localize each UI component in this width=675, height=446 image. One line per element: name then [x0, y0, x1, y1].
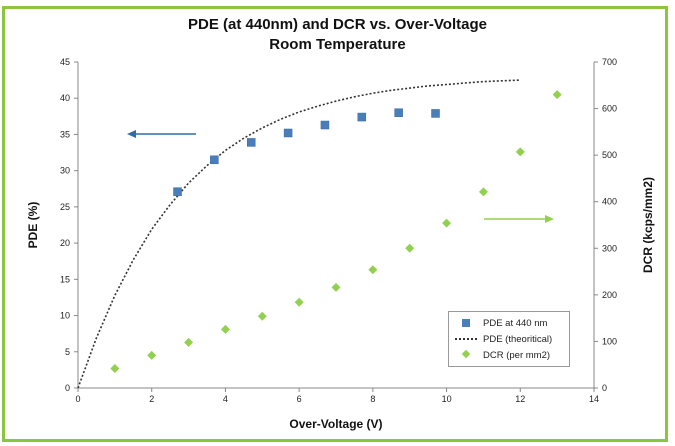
- x-tick-label: 10: [442, 394, 452, 404]
- x-axis-label: Over-Voltage (V): [289, 417, 382, 431]
- y-left-tick-label: 25: [60, 202, 70, 212]
- chart-subtitle: Room Temperature: [269, 36, 406, 53]
- pde-data-point: [320, 120, 330, 130]
- pde-data-point: [283, 128, 293, 138]
- y-left-tick-label: 10: [60, 311, 70, 321]
- legend-label-pde: PDE at 440 nm: [483, 317, 548, 329]
- x-tick-label: 12: [515, 394, 525, 404]
- pde-data-point: [173, 187, 182, 196]
- y-left-tick-label: 40: [60, 93, 70, 103]
- y-right-tick-label: 600: [602, 104, 617, 114]
- x-tick-label: 8: [370, 394, 375, 404]
- y-left-tick-label: 20: [60, 238, 70, 248]
- legend-item-theoretical: PDE (theoritical): [453, 332, 552, 346]
- pde-data-point: [357, 112, 367, 122]
- y-axis-right-label: DCR (kcps/mm2): [641, 177, 655, 273]
- series-pde-theoretical-line: [77, 79, 521, 389]
- x-tick-label: 14: [589, 394, 599, 404]
- dcr-data-point: [184, 337, 194, 347]
- legend-diamond-marker: [461, 349, 471, 359]
- pde-data-point: [210, 155, 219, 165]
- left-axis-arrow-head: [127, 130, 136, 138]
- legend-label-theoretical: PDE (theoritical): [483, 333, 553, 345]
- y-right-tick-label: 100: [602, 336, 617, 346]
- legend-dotted-line: [455, 338, 477, 340]
- dcr-data-point: [552, 90, 562, 100]
- dcr-data-point: [147, 350, 157, 360]
- dcr-data-point: [331, 282, 341, 292]
- chart-legend: PDE at 440 nm PDE (theoritical) DCR (per…: [448, 311, 570, 367]
- y-left-tick-label: 0: [65, 383, 70, 393]
- y-left-tick-label: 35: [60, 129, 70, 139]
- legend-item-pde: PDE at 440 nm: [453, 316, 547, 330]
- chart-title: PDE (at 440nm) and DCR vs. Over-Voltage: [188, 16, 487, 33]
- dcr-data-point: [220, 324, 230, 334]
- y-left-tick-label: 45: [60, 57, 70, 67]
- dcr-data-point: [478, 187, 488, 197]
- y-left-tick-label: 5: [65, 347, 70, 357]
- right-axis-arrow-head: [545, 215, 554, 223]
- pde-data-point: [246, 138, 256, 147]
- x-tick-label: 4: [223, 394, 228, 404]
- y-left-tick-label: 15: [60, 274, 70, 284]
- x-tick-label: 0: [75, 394, 80, 404]
- y-right-tick-label: 200: [602, 290, 617, 300]
- legend-square-marker: [462, 319, 470, 327]
- pde-data-point: [431, 109, 440, 118]
- y-left-tick-label: 30: [60, 166, 70, 176]
- dcr-data-point: [110, 363, 120, 373]
- dcr-data-point: [405, 243, 415, 253]
- y-right-tick-label: 700: [602, 57, 617, 67]
- pde-data-point: [394, 108, 403, 117]
- x-tick-label: 6: [297, 394, 302, 404]
- legend-label-dcr: DCR (per mm2): [483, 349, 551, 361]
- y-right-tick-label: 400: [602, 197, 617, 207]
- x-tick-label: 2: [149, 394, 154, 404]
- legend-item-dcr: DCR (per mm2): [453, 348, 550, 362]
- dcr-data-point: [515, 147, 525, 157]
- y-right-tick-label: 300: [602, 243, 617, 253]
- y-axis-left-label: PDE (%): [26, 202, 40, 249]
- dcr-data-point: [368, 265, 378, 275]
- y-right-tick-label: 500: [602, 150, 617, 160]
- dcr-data-point: [294, 297, 304, 307]
- dcr-data-point: [442, 218, 452, 228]
- dcr-data-point: [257, 311, 267, 321]
- y-right-tick-label: 0: [602, 383, 607, 393]
